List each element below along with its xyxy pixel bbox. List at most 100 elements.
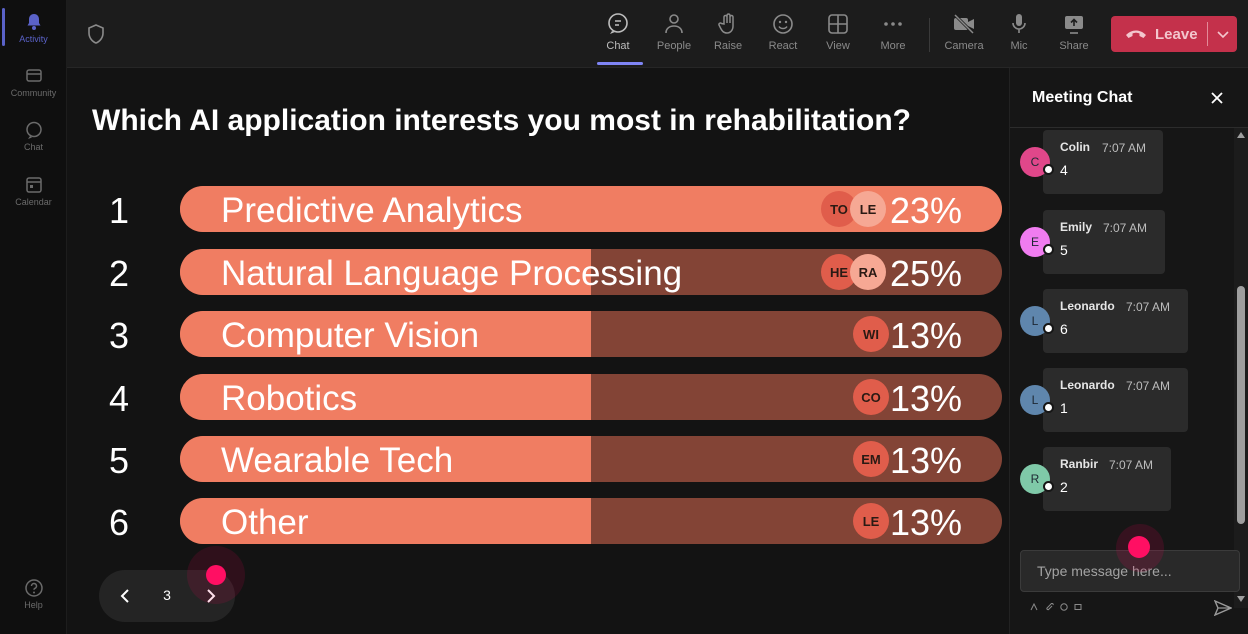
avatar[interactable]: C [1020,147,1050,177]
toolbar-share-button[interactable]: Share [1048,12,1100,52]
sender-name: Leonardo [1060,378,1115,392]
hang-up-icon [1126,30,1146,38]
toolbar-camera-button[interactable]: Camera [938,12,990,52]
emoji-icon[interactable] [1060,603,1068,611]
message-bubble[interactable]: Ranbir 7:07 AM 2 [1043,447,1171,511]
message-input-box[interactable] [1020,550,1240,592]
format-icon[interactable] [1030,603,1038,611]
poll-option-row: 2 Natural Language Processing HE RA 25% [67,249,1009,295]
toolbar-raise-button[interactable]: Raise [702,12,754,52]
message-text: 5 [1060,242,1068,258]
voter-avatar: LE [850,191,886,227]
toolbar-chat-button[interactable]: Chat [592,12,644,52]
camera-off-icon [953,13,975,35]
toolbar-view-button[interactable]: View [812,12,864,52]
option-bar[interactable]: Robotics CO 13% [180,374,1002,420]
poll-option-row: 4 Robotics CO 13% [67,374,1009,420]
toolbar-chat-label: Chat [606,40,630,52]
meeting-chat-panel: Meeting Chat Colin 7:07 AM 4 C Emily 7:07 AM 5… [1009,68,1248,634]
toolbar-raise-label: Raise [713,40,743,52]
rail-item-label: Help [24,600,43,610]
rail-item-help[interactable]: Help [0,578,67,610]
share-screen-icon [1065,16,1083,34]
meeting-toolbar: Chat People Raise React View More Camera… [67,0,1248,68]
message-bubble[interactable]: Emily 7:07 AM 5 [1043,210,1165,274]
scroll-up-icon[interactable] [1237,132,1245,138]
voter-avatar: RA [850,254,886,290]
option-number: 4 [108,378,130,419]
active-tab-indicator [597,62,643,65]
message-text: 2 [1060,479,1068,495]
chat-message: Leonardo 7:07 AM 1 L [1010,368,1234,432]
option-number: 5 [108,440,130,481]
toolbar-people-label: People [656,40,692,52]
toolbar-react-label: React [768,40,798,52]
avatar[interactable]: L [1020,306,1050,336]
chat-icon [25,121,42,139]
option-number: 2 [108,253,130,294]
toolbar-divider [929,18,930,52]
close-icon[interactable] [1209,90,1225,106]
send-icon[interactable] [1214,600,1232,616]
scrollbar-thumb[interactable] [1237,286,1245,524]
option-bar-fill [180,311,591,357]
option-label: Other [221,503,309,542]
option-bar-fill [180,436,591,482]
chat-message: Ranbir 7:07 AM 2 R [1010,447,1234,511]
message-bubble[interactable]: Leonardo 7:07 AM 1 [1043,368,1188,432]
attach-icon[interactable] [1046,603,1054,611]
chevron-down-icon[interactable] [1215,26,1231,42]
toolbar-mic-button[interactable]: Mic [993,12,1045,52]
rail-item-community[interactable]: Community [0,66,67,98]
presence-status-icon [1043,244,1054,255]
microphone-icon [1012,14,1026,33]
toolbar-more-button[interactable]: More [867,12,919,52]
chevron-right-icon[interactable] [201,587,219,605]
voter-avatar: TO [821,191,857,227]
poll-question: Which AI application interests you most … [92,104,911,137]
poll-stage: Which AI application interests you most … [67,68,1009,634]
grid-view-icon [828,14,848,34]
message-time: 7:07 AM [1126,300,1171,314]
chat-title: Meeting Chat [1032,89,1133,106]
gif-icon[interactable] [1074,603,1082,611]
message-input[interactable] [1021,551,1239,591]
leave-label: Leave [1155,25,1198,43]
chat-header: Meeting Chat [1010,68,1248,128]
voter-avatar: EM [853,441,889,477]
calendar-icon [25,177,42,193]
message-text: 6 [1060,321,1068,337]
rail-item-activity[interactable]: Activity [0,12,67,44]
option-label: Robotics [221,379,358,418]
option-bar[interactable]: Natural Language Processing HE RA 25% [180,249,1002,295]
toolbar-share-label: Share [1059,40,1089,52]
option-bar-fill [180,374,591,420]
sender-name: Ranbir [1060,457,1099,471]
option-bar[interactable]: Predictive Analytics TO LE 23% [180,186,1002,232]
option-bar[interactable]: Wearable Tech EM 13% [180,436,1002,482]
voter-avatar: LE [853,503,889,539]
option-percent: 13% [889,502,962,543]
option-bar[interactable]: Other LE 13% [180,498,1002,544]
rail-item-calendar[interactable]: Calendar [0,175,67,207]
toolbar-people-button[interactable]: People [648,12,700,52]
toolbar-react-button[interactable]: React [757,12,809,52]
chevron-left-icon[interactable] [117,587,135,605]
leave-button[interactable]: Leave [1111,16,1237,52]
message-bubble[interactable]: Colin 7:07 AM 4 [1043,130,1163,194]
option-label: Wearable Tech [221,441,454,480]
presence-status-icon [1043,164,1054,175]
scroll-down-icon[interactable] [1237,596,1245,602]
option-bar-fill [180,498,591,544]
rail-item-chat[interactable]: Chat [0,120,67,152]
chat-scrollbar[interactable] [1234,128,1248,608]
toolbar-more-label: More [880,40,906,52]
voter-avatar: CO [853,379,889,415]
sender-name: Emily [1060,220,1093,234]
message-text: 4 [1060,162,1068,178]
chat-icon [608,13,628,34]
shield-icon[interactable] [87,24,105,44]
option-bar[interactable]: Computer Vision WI 13% [180,311,1002,357]
message-time: 7:07 AM [1102,141,1147,155]
message-bubble[interactable]: Leonardo 7:07 AM 6 [1043,289,1188,353]
